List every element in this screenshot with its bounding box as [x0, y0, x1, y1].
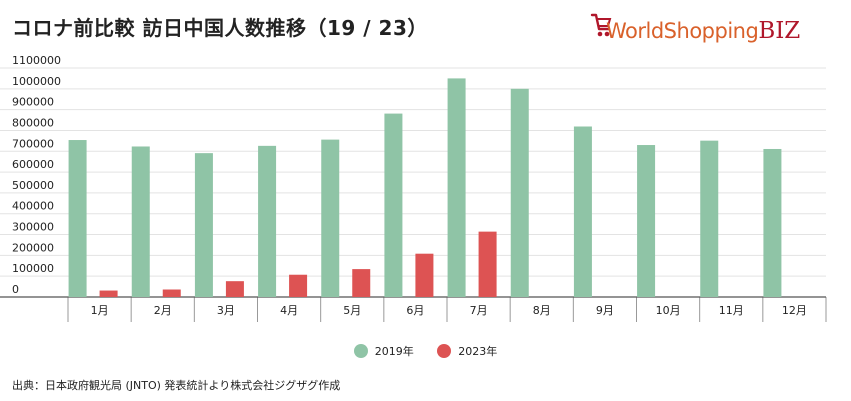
bar-2019 [447, 78, 466, 297]
y-tick-label: 500000 [12, 179, 54, 192]
source-note: 出典：日本政府観光局 (JNTO) 発表統計より株式会社ジグザグ作成 [12, 379, 341, 392]
bar-2019 [194, 153, 213, 297]
legend-item-2019[interactable]: 2019年 [353, 343, 414, 359]
x-tick-label: 11月 [719, 304, 744, 317]
page-title: コロナ前比較 訪日中国人数推移（19 / 23） [12, 16, 428, 40]
bar-2023 [225, 281, 244, 297]
bar-chart: 0 100000 200000 300000 400000 500000 600000 700… [0, 54, 827, 322]
y-tick-label: 800000 [12, 116, 54, 129]
bar-2019 [68, 140, 87, 297]
legend-label-2023: 2023年 [458, 345, 498, 358]
brand-wordmark: WorldShoppingBIZ [606, 18, 800, 44]
y-tick-label: 300000 [12, 221, 54, 234]
bar-2023 [99, 290, 118, 297]
x-tick-label: 4月 [280, 304, 298, 317]
x-tick-label: 10月 [656, 304, 681, 317]
bar-2019 [700, 140, 719, 297]
bar-2019 [763, 148, 782, 297]
x-tick-label: 6月 [406, 304, 424, 317]
y-tick-label: 1100000 [12, 54, 61, 67]
y-tick-label: 1000000 [12, 75, 61, 88]
x-tick-label: 8月 [533, 304, 551, 317]
x-tick-label: 5月 [343, 304, 361, 317]
shopping-cart-icon [590, 13, 612, 37]
x-tick-label: 12月 [782, 304, 807, 317]
chart-legend: 2019年 2023年 [0, 343, 851, 361]
legend-label-2019: 2019年 [374, 345, 414, 358]
bar-2019 [637, 145, 656, 297]
bar-2019 [384, 113, 403, 297]
y-tick-label: 900000 [12, 96, 54, 109]
x-tick-label: 9月 [596, 304, 614, 317]
bar-2023 [162, 289, 181, 297]
x-tick-label: 2月 [154, 304, 172, 317]
brand-name: WorldShopping [606, 19, 759, 43]
x-tick-label: 1月 [91, 304, 109, 317]
bar-2023 [289, 274, 308, 297]
brand-suffix: BIZ [758, 18, 801, 44]
legend-item-2023[interactable]: 2023年 [437, 343, 497, 359]
y-tick-label: 700000 [12, 137, 54, 150]
bar-2023 [352, 269, 371, 297]
bar-2019 [258, 145, 277, 297]
y-tick-label: 0 [12, 283, 19, 296]
legend-swatch-2023 [437, 344, 452, 358]
bar-2019 [131, 146, 150, 297]
y-tick-label: 100000 [12, 262, 54, 275]
x-tick-label: 7月 [470, 304, 488, 317]
x-tick-label: 3月 [217, 304, 235, 317]
y-tick-label: 400000 [12, 200, 54, 213]
bar-2019 [510, 88, 529, 297]
bar-2023 [415, 253, 434, 297]
legend-swatch-2019 [353, 344, 368, 358]
y-tick-label: 200000 [12, 241, 54, 254]
y-tick-label: 600000 [12, 158, 54, 171]
bar-2019 [573, 126, 592, 298]
bar-2019 [321, 139, 340, 297]
bar-2023 [478, 231, 497, 297]
brand-logo: WorldShoppingBIZ [590, 10, 840, 50]
